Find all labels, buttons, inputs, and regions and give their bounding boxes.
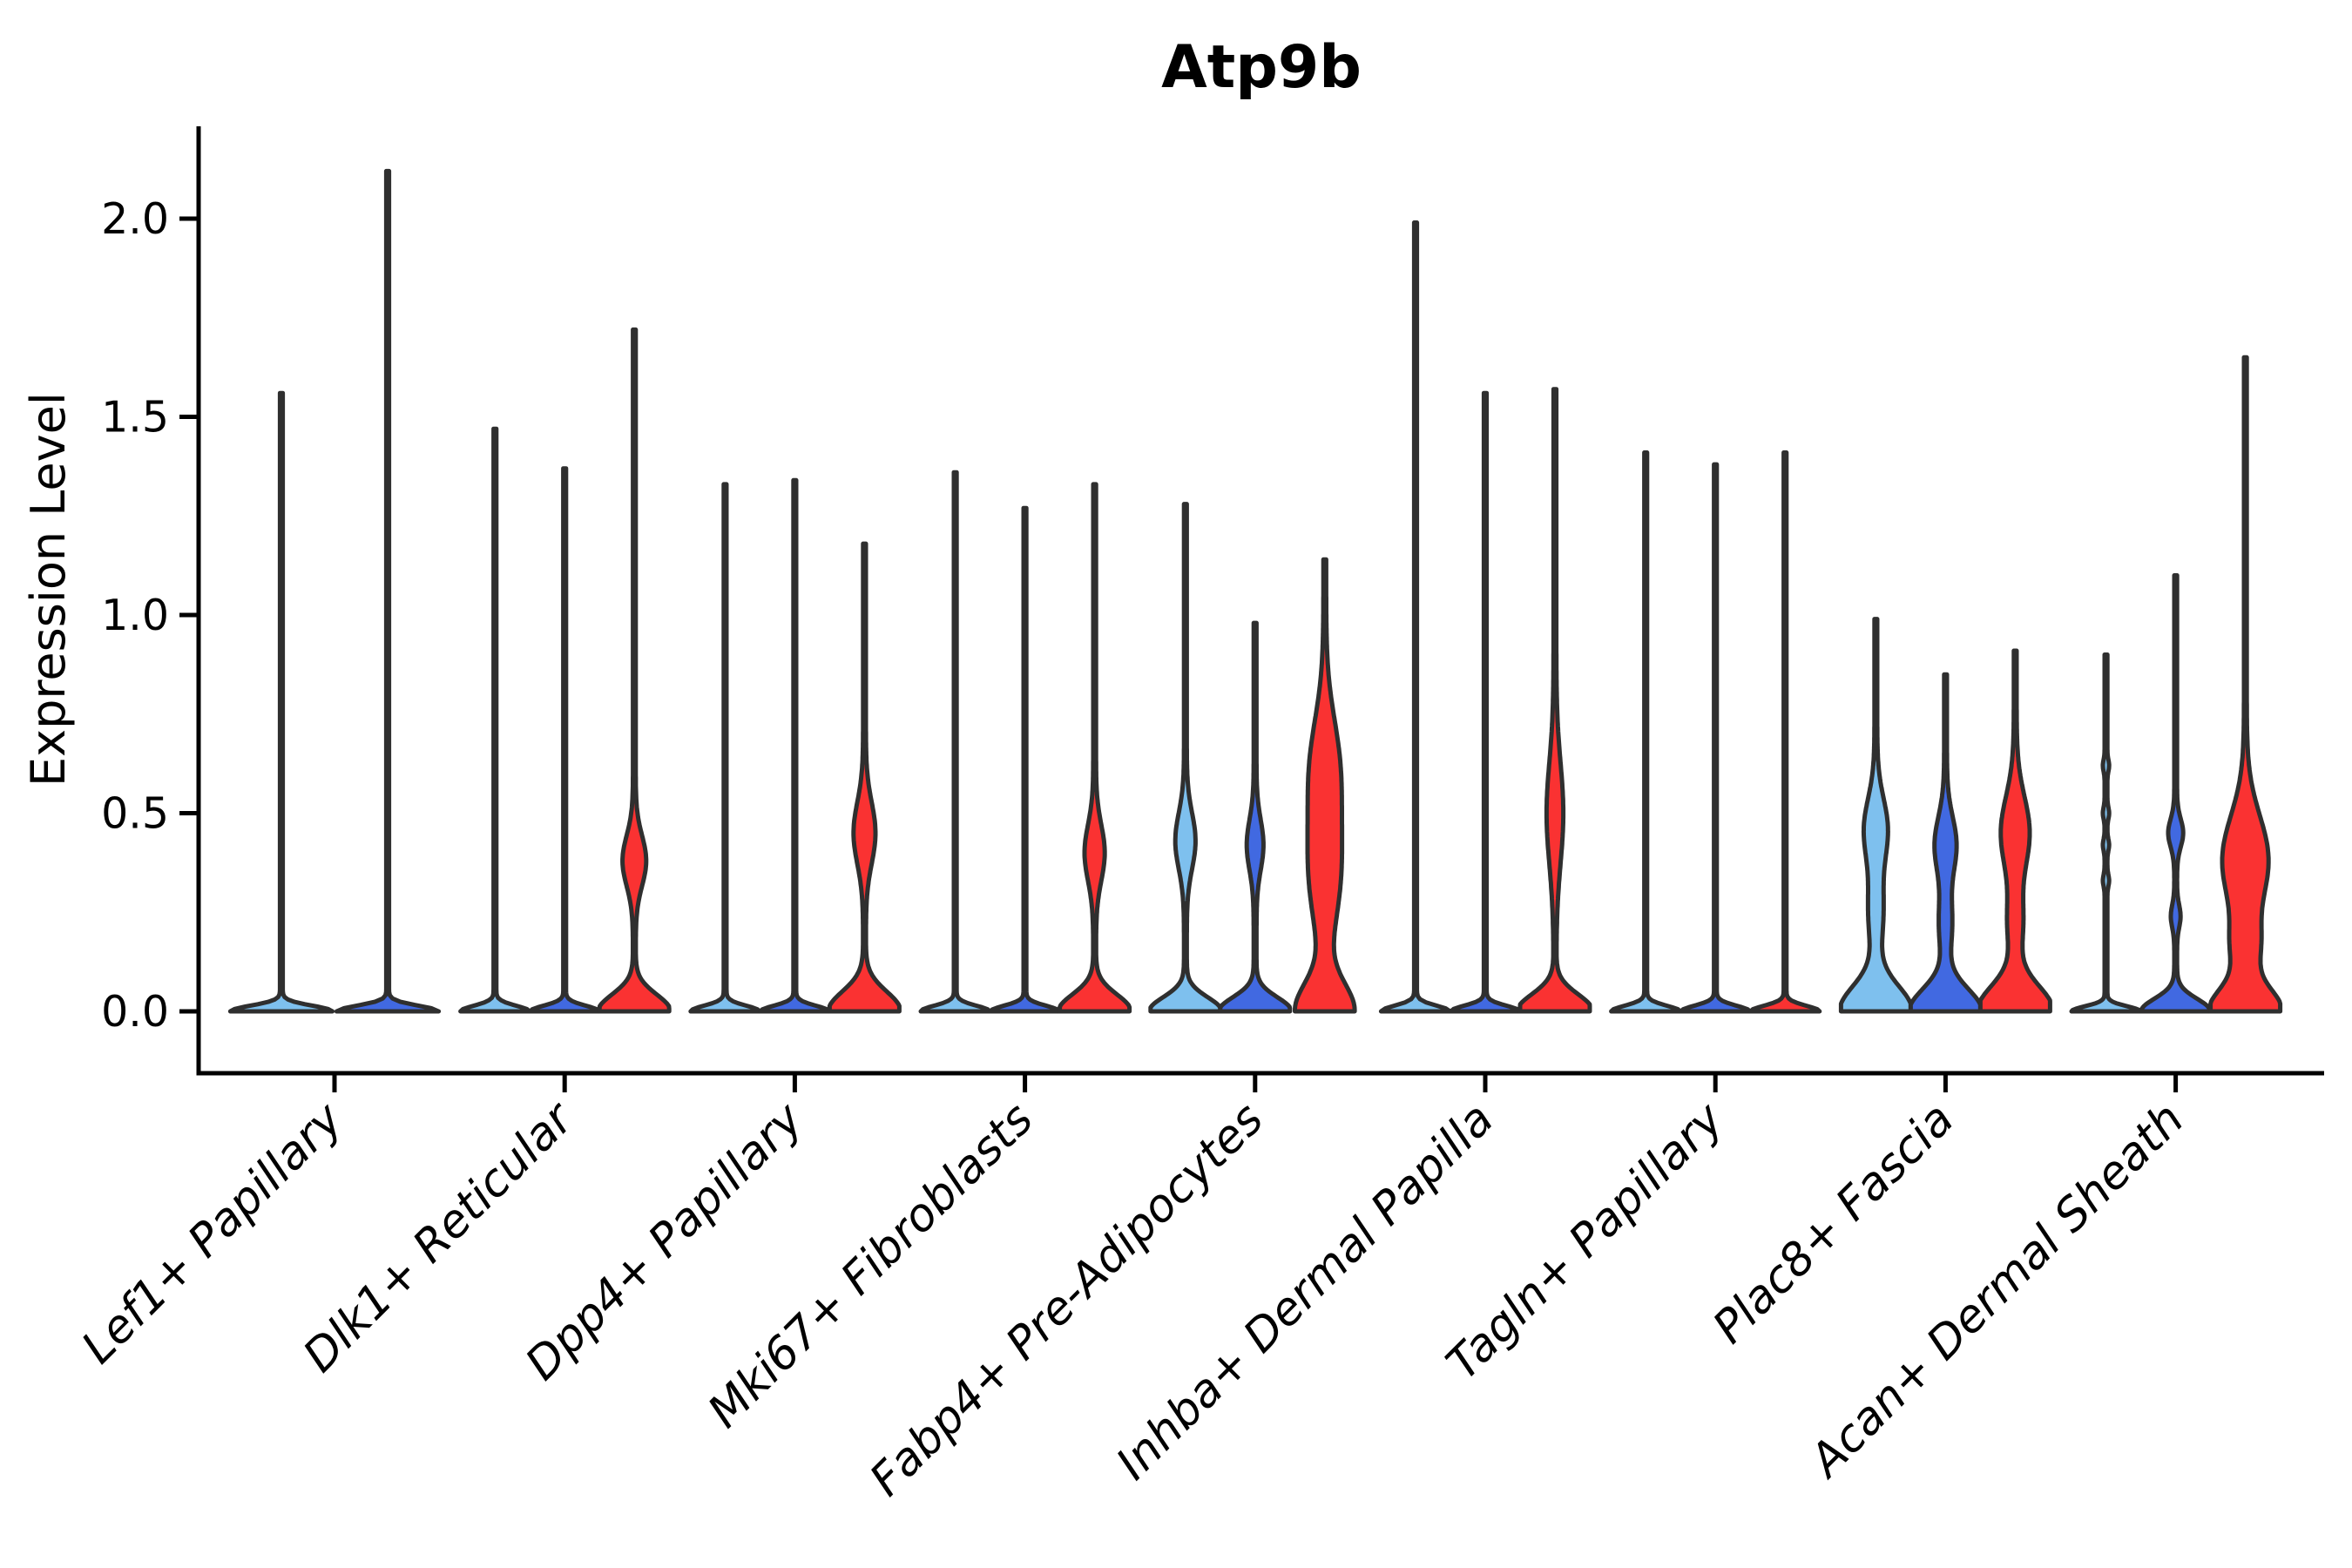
violin-0-lightblue [227, 390, 335, 1014]
violin-7-red [1977, 648, 2052, 1014]
violin-7-lightblue [1838, 617, 1913, 1014]
y-tick-label-1.5: 1.5 [101, 393, 169, 443]
violin-3-lightblue [918, 470, 992, 1014]
violin-1-blue [528, 466, 602, 1014]
violin-2-lightblue [688, 482, 762, 1014]
x-label-4: Fabp4+ Pre-Adipocytes [860, 1093, 1274, 1507]
violin-7-blue [1908, 672, 1983, 1014]
violin-6-blue [1679, 462, 1753, 1014]
violin-4-red [1293, 557, 1357, 1014]
violin-3-red [1058, 482, 1132, 1014]
violin-0-blue [334, 168, 442, 1014]
violin-4-blue [1218, 620, 1293, 1014]
violin-2-blue [758, 477, 832, 1014]
violin-8-red [2208, 355, 2283, 1014]
y-tick-label-2.0: 2.0 [101, 194, 169, 244]
violin-3-blue [988, 505, 1062, 1014]
violin-6-red [1748, 450, 1822, 1014]
violin-1-lightblue [458, 426, 532, 1014]
y-tick-label-0.5: 0.5 [101, 789, 169, 839]
violin-4-lightblue [1148, 502, 1223, 1014]
x-label-7: Plac8+ Fascia [1703, 1093, 1963, 1354]
x-label-5: Inhba+ Dermal Papilla [1106, 1093, 1504, 1490]
violin-2-red [827, 541, 902, 1014]
x-label-8: Acan+ Dermal Sheath [1799, 1093, 2194, 1489]
chart-title: Atp9b [1161, 33, 1362, 102]
y-tick-label-1.0: 1.0 [101, 591, 169, 640]
violin-5-blue [1448, 390, 1523, 1014]
y-tick-label-0.0: 0.0 [101, 987, 169, 1037]
violin-8-blue [2139, 573, 2213, 1014]
violin-8-lightblue [2069, 652, 2143, 1014]
violin-6-lightblue [1609, 450, 1683, 1014]
violin-5-lightblue [1378, 220, 1453, 1014]
violin-5-red [1517, 387, 1592, 1014]
violin-1-red [597, 327, 672, 1014]
